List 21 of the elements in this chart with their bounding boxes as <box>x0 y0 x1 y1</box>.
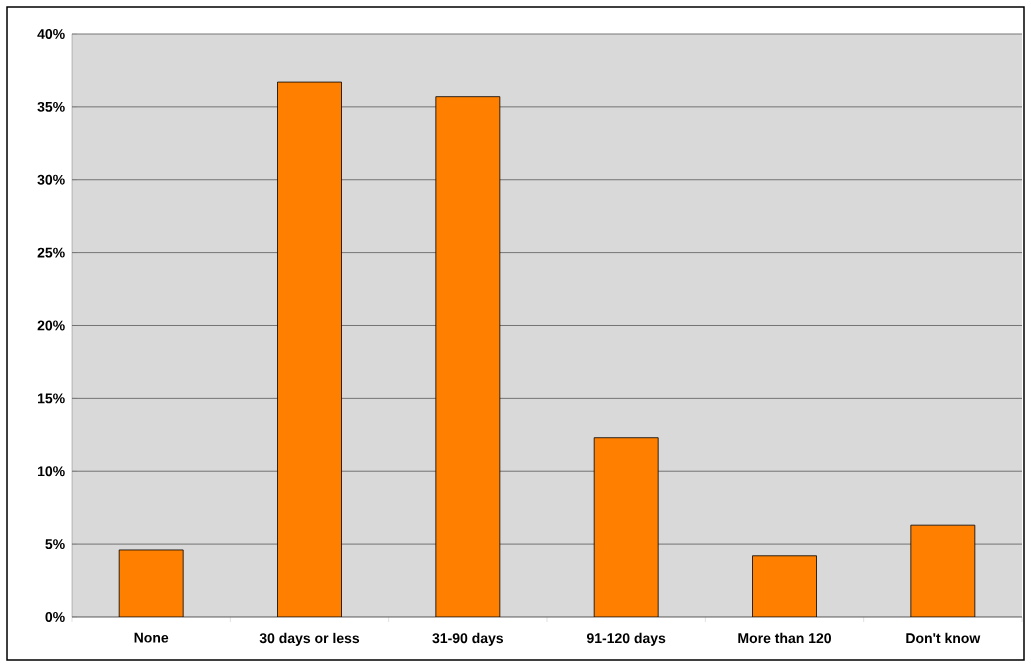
y-tick-label: 5% <box>45 539 65 550</box>
x-tick-label: More than 120 <box>738 632 831 644</box>
y-tick-label: 10% <box>38 466 65 477</box>
bar <box>118 549 184 617</box>
x-tick-label: 91-120 days <box>586 632 666 646</box>
y-tick-label: 25% <box>37 247 65 258</box>
y-tick-label: 30% <box>37 174 65 185</box>
bar <box>435 96 501 617</box>
x-tick-label: 31-90 days <box>432 632 504 646</box>
y-tick-label: 20% <box>37 320 65 331</box>
bar <box>910 524 976 617</box>
bar <box>593 437 659 617</box>
y-tick-label: 40% <box>37 29 65 39</box>
x-tick-label: None <box>134 632 169 643</box>
bar <box>277 81 342 617</box>
y-tick-label: 15% <box>38 393 65 404</box>
bar <box>752 555 817 617</box>
x-tick-label: Don't know <box>906 632 981 644</box>
y-tick-label: 0% <box>45 612 65 622</box>
x-tick-label: 30 days or less <box>259 632 360 646</box>
y-tick-label: 35% <box>37 101 65 112</box>
